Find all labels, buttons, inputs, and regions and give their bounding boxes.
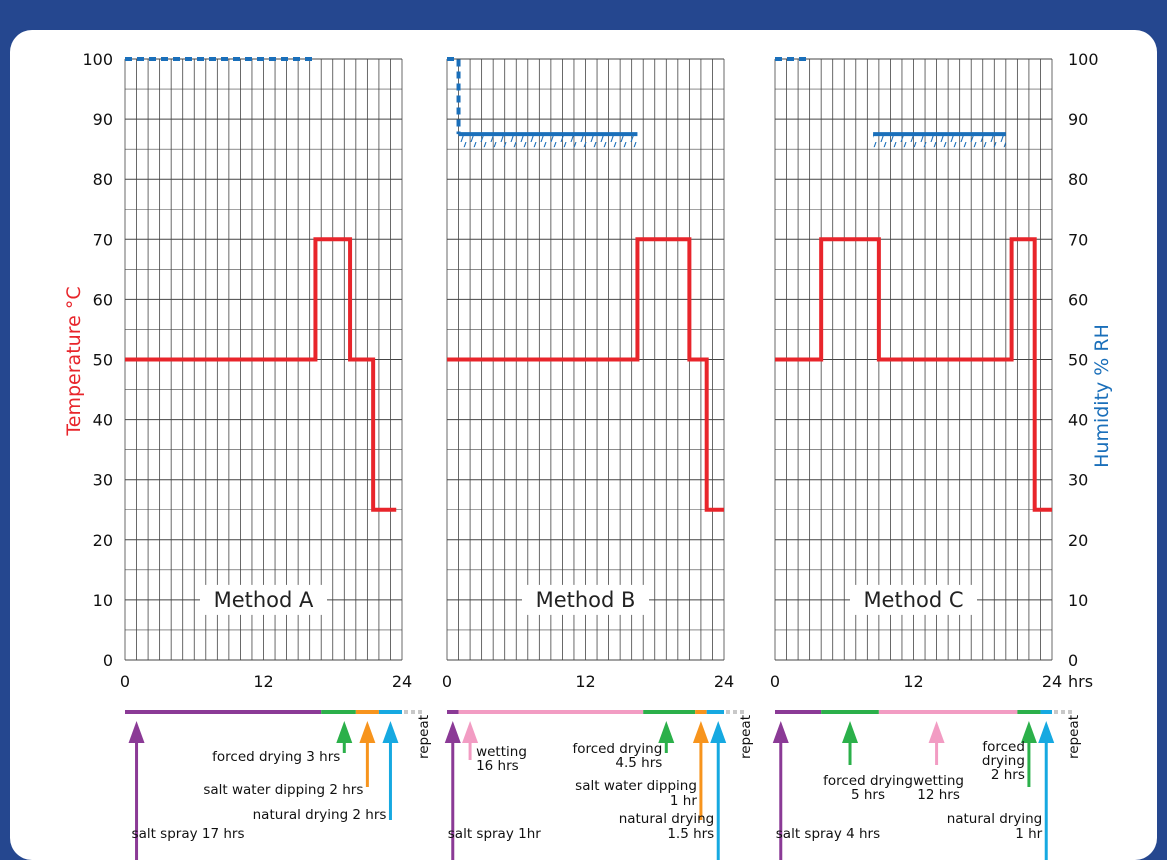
arrow-head-icon xyxy=(444,721,461,743)
temperature-line xyxy=(125,237,397,512)
repeat-label: repeat xyxy=(1066,715,1082,759)
annotation-label: forced drying 5 hrs xyxy=(823,773,913,803)
x-tick: 12 xyxy=(575,672,595,691)
annotation-label: wetting 16 hrs xyxy=(476,744,527,774)
arrow-head-icon xyxy=(692,721,709,743)
annotation-label: forced drying 2 hrs xyxy=(982,739,1025,783)
y-tick-right: 30 xyxy=(1068,471,1088,490)
repeat-label: repeat xyxy=(738,715,754,759)
method-label: Method C xyxy=(863,588,963,612)
arrow-head-icon xyxy=(928,721,945,743)
annotation-label: salt water dipping 1 hr xyxy=(575,778,697,809)
arrow-head-icon xyxy=(1020,721,1037,743)
arrow-head-icon xyxy=(842,721,859,743)
y-tick-right: 90 xyxy=(1068,110,1088,129)
cycle-chart: Method A Method B Method C 0 10 20 30 40 50 60 70… xyxy=(63,50,1113,860)
arrow-head-icon xyxy=(772,721,789,743)
annotation-wetting: wetting 12 hrs xyxy=(913,721,964,803)
y-tick-right: 80 xyxy=(1068,170,1088,189)
y-tick-left: 10 xyxy=(93,591,113,610)
y-tick-left: 100 xyxy=(82,50,113,69)
humidity-dotted-line xyxy=(447,57,461,135)
y-tick-right: 40 xyxy=(1068,411,1088,430)
x-tick: 24 xyxy=(1042,672,1062,691)
repeat-label: repeat xyxy=(416,715,432,759)
y-axis-label-left: Temperature °C xyxy=(63,286,85,436)
y-tick-right: 0 xyxy=(1068,651,1078,670)
x-tick: 24 xyxy=(392,672,412,691)
arrow-head-icon xyxy=(359,721,376,743)
annotation-label: salt spray 17 hrs xyxy=(132,826,245,842)
annotation-salt-water-dipping: salt water dipping 2 hrs xyxy=(203,721,376,798)
temperature-line xyxy=(447,237,724,512)
y-tick-right: 50 xyxy=(1068,351,1088,370)
y-tick-left: 20 xyxy=(93,531,113,550)
annotation-label: forced drying 3 hrs xyxy=(212,749,340,765)
annotation-salt-spray: salt spray 1hr xyxy=(444,721,541,860)
arrow-head-icon xyxy=(658,721,675,743)
y-tick-right: 100 xyxy=(1068,50,1099,69)
method-label: Method A xyxy=(214,588,314,612)
y-tick-left: 80 xyxy=(93,170,113,189)
temperature-line xyxy=(775,237,1052,512)
humidity-hatch xyxy=(873,134,1006,148)
x-tick: 12 xyxy=(903,672,923,691)
annotation-label: natural drying 1 hr xyxy=(947,811,1043,842)
y-tick-left: 60 xyxy=(93,290,113,309)
arrow-head-icon xyxy=(462,721,479,743)
annotation-forced-drying: forced drying 4.5 hrs xyxy=(572,721,675,771)
y-axis-label-right: Humidity % RH xyxy=(1091,324,1113,468)
x-tick: 0 xyxy=(120,672,130,691)
y-tick-left: 50 xyxy=(93,351,113,370)
arrow-head-icon xyxy=(710,721,727,743)
arrow-head-icon xyxy=(128,721,145,743)
y-tick-left: 90 xyxy=(93,110,113,129)
annotation-natural-drying: natural drying 2 hrs xyxy=(253,721,399,823)
y-tick-right: 60 xyxy=(1068,290,1088,309)
y-tick-left: 0 xyxy=(103,651,113,670)
annotation-wetting: wetting 16 hrs xyxy=(462,721,527,774)
annotation-label: wetting 12 hrs xyxy=(913,773,964,803)
annotation-label: natural drying 1.5 hrs xyxy=(619,811,715,842)
arrow-head-icon xyxy=(336,721,353,743)
annotation-forced-drying: forced drying 2 hrs xyxy=(982,721,1037,787)
y-tick-left: 40 xyxy=(93,411,113,430)
x-tick: 0 xyxy=(770,672,780,691)
annotation-salt-water-dipping: salt water dipping 1 hr xyxy=(575,721,709,820)
annotation-forced-drying: forced drying 5 hrs xyxy=(823,721,913,803)
x-tick: 24 xyxy=(714,672,734,691)
annotation-label: salt spray 4 hrs xyxy=(776,826,880,842)
y-tick-right: 20 xyxy=(1068,531,1088,550)
annotation-label: natural drying 2 hrs xyxy=(253,807,387,823)
x-tick: 12 xyxy=(253,672,273,691)
annotation-label: salt spray 1hr xyxy=(448,826,541,842)
arrow-head-icon xyxy=(1038,721,1055,743)
y-tick-left: 30 xyxy=(93,471,113,490)
annotation-forced-drying: forced drying 3 hrs xyxy=(212,721,353,765)
y-tick-right: 10 xyxy=(1068,591,1088,610)
method-label: Method B xyxy=(536,588,636,612)
x-tick: 0 xyxy=(442,672,452,691)
chart-panel: Method A Method B Method C 0 10 20 30 40 50 60 70… xyxy=(10,30,1157,860)
y-tick-left: 70 xyxy=(93,230,113,249)
annotation-label: forced drying 4.5 hrs xyxy=(572,741,662,771)
arrow-head-icon xyxy=(382,721,399,743)
humidity-hatch xyxy=(458,134,638,148)
annotation-label: salt water dipping 2 hrs xyxy=(203,782,363,798)
x-unit: hrs xyxy=(1068,672,1093,691)
y-tick-right: 70 xyxy=(1068,230,1088,249)
